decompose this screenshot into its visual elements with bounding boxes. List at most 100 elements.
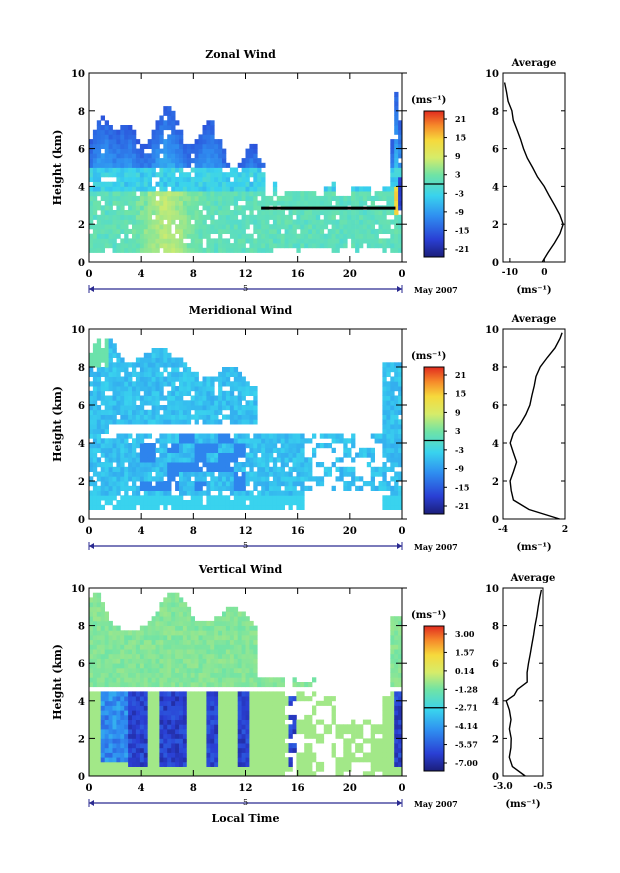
heatmap-cell — [276, 719, 282, 725]
heatmap-cell — [96, 224, 102, 230]
heatmap-cell — [245, 471, 250, 477]
heatmap-cell — [159, 176, 164, 182]
heatmap-cell — [116, 714, 121, 720]
heatmap-cell — [222, 181, 227, 187]
heatmap-cell — [128, 129, 133, 135]
heatmap-cell — [194, 649, 199, 655]
heatmap-cell — [163, 125, 168, 131]
heatmap-cell — [214, 752, 219, 758]
heatmap-cell — [257, 682, 262, 688]
heatmap-cell — [222, 752, 227, 758]
heatmap-cell — [108, 696, 113, 702]
heatmap-cell — [253, 700, 258, 706]
heatmap-cell — [96, 219, 102, 225]
heatmap-cell — [323, 200, 329, 206]
heatmap-cell — [237, 210, 242, 216]
heatmap-cell — [104, 682, 109, 688]
heatmap-cell — [120, 167, 125, 173]
heatmap-cell — [186, 191, 192, 197]
heatmap-cell — [233, 747, 239, 753]
heatmap-cell — [147, 243, 152, 249]
heatmap-cell — [233, 219, 239, 225]
heatmap-cell — [386, 400, 391, 406]
heatmap-cell — [171, 172, 176, 178]
heatmap-cell — [89, 153, 94, 159]
heatmap-cell — [92, 447, 98, 453]
heatmap-cell — [92, 714, 98, 720]
heatmap-cell — [104, 495, 109, 501]
heatmap-cell — [394, 172, 399, 178]
heatmap-cell — [276, 504, 282, 510]
heatmap-cell — [151, 700, 156, 706]
heatmap-cell — [225, 696, 231, 702]
heatmap-cell — [370, 243, 375, 249]
heatmap-cell — [190, 233, 195, 239]
heatmap-cell — [104, 443, 109, 449]
heatmap-cell — [331, 233, 336, 239]
heatmap-cell — [304, 696, 309, 702]
heatmap-cell — [335, 457, 340, 463]
heatmap-cell — [398, 129, 403, 135]
heatmap-cell — [175, 376, 180, 382]
heatmap-cell — [198, 153, 203, 159]
heatmap-cell — [225, 243, 231, 249]
heatmap-cell — [194, 476, 199, 482]
heatmap-cell — [112, 395, 117, 401]
heatmap-cell — [312, 210, 317, 216]
heatmap-cell — [96, 376, 102, 382]
heatmap-cell — [308, 224, 313, 230]
heatmap-cell — [175, 200, 180, 206]
heatmap-cell — [116, 644, 121, 650]
heatmap-cell — [163, 243, 168, 249]
heatmap-cell — [92, 186, 98, 192]
heatmap-cell — [398, 447, 403, 453]
heatmap-cell — [89, 705, 94, 711]
heatmap-cell — [163, 395, 168, 401]
heatmap-cell — [202, 724, 207, 730]
heatmap-cell — [218, 167, 223, 173]
heatmap-cell — [147, 644, 152, 650]
heatmap-cell — [288, 481, 293, 487]
heatmap-cell — [335, 766, 340, 772]
heatmap-cell — [171, 710, 176, 716]
heatmap-cell — [233, 371, 239, 377]
heatmap-cell — [151, 195, 156, 201]
heatmap-cell — [92, 738, 98, 744]
heatmap-cell — [155, 447, 160, 453]
heatmap-cell — [151, 504, 156, 510]
colorbar-tick-label: -15 — [455, 482, 469, 492]
heatmap-cell — [171, 205, 176, 211]
heatmap-cell — [347, 481, 352, 487]
heatmap-cell — [229, 620, 235, 626]
heatmap-cell — [147, 452, 152, 458]
heatmap-cell — [194, 667, 199, 673]
heatmap-cell — [292, 200, 297, 206]
heatmap-cell — [269, 471, 274, 477]
heatmap-cell — [265, 771, 270, 777]
heatmap-cell — [190, 495, 195, 501]
heatmap-cell — [398, 471, 403, 477]
heatmap-cell — [120, 733, 125, 739]
heatmap-cell — [241, 247, 246, 253]
heatmap-cell — [194, 743, 199, 749]
heatmap-cell — [359, 757, 364, 763]
heatmap-cell — [331, 696, 336, 702]
heatmap-cell — [241, 481, 246, 487]
heatmap-cell — [190, 691, 195, 697]
heatmap-cell — [139, 653, 145, 659]
heatmap-cell — [339, 224, 344, 230]
colorbar-tick-label: -3 — [455, 445, 464, 455]
heatmap-cell — [237, 195, 242, 201]
heatmap-cell — [186, 667, 192, 673]
heatmap-cell — [304, 719, 309, 725]
heatmap-cell — [269, 761, 274, 767]
heatmap-cell — [280, 495, 285, 501]
heatmap-cell — [104, 616, 109, 622]
heatmap-cell — [288, 504, 293, 510]
heatmap-cell — [143, 481, 149, 487]
heatmap-cell — [179, 743, 184, 749]
heatmap-cell — [128, 682, 133, 688]
heatmap-cell — [92, 400, 98, 406]
heatmap-cell — [276, 743, 282, 749]
heatmap-cell — [284, 700, 289, 706]
